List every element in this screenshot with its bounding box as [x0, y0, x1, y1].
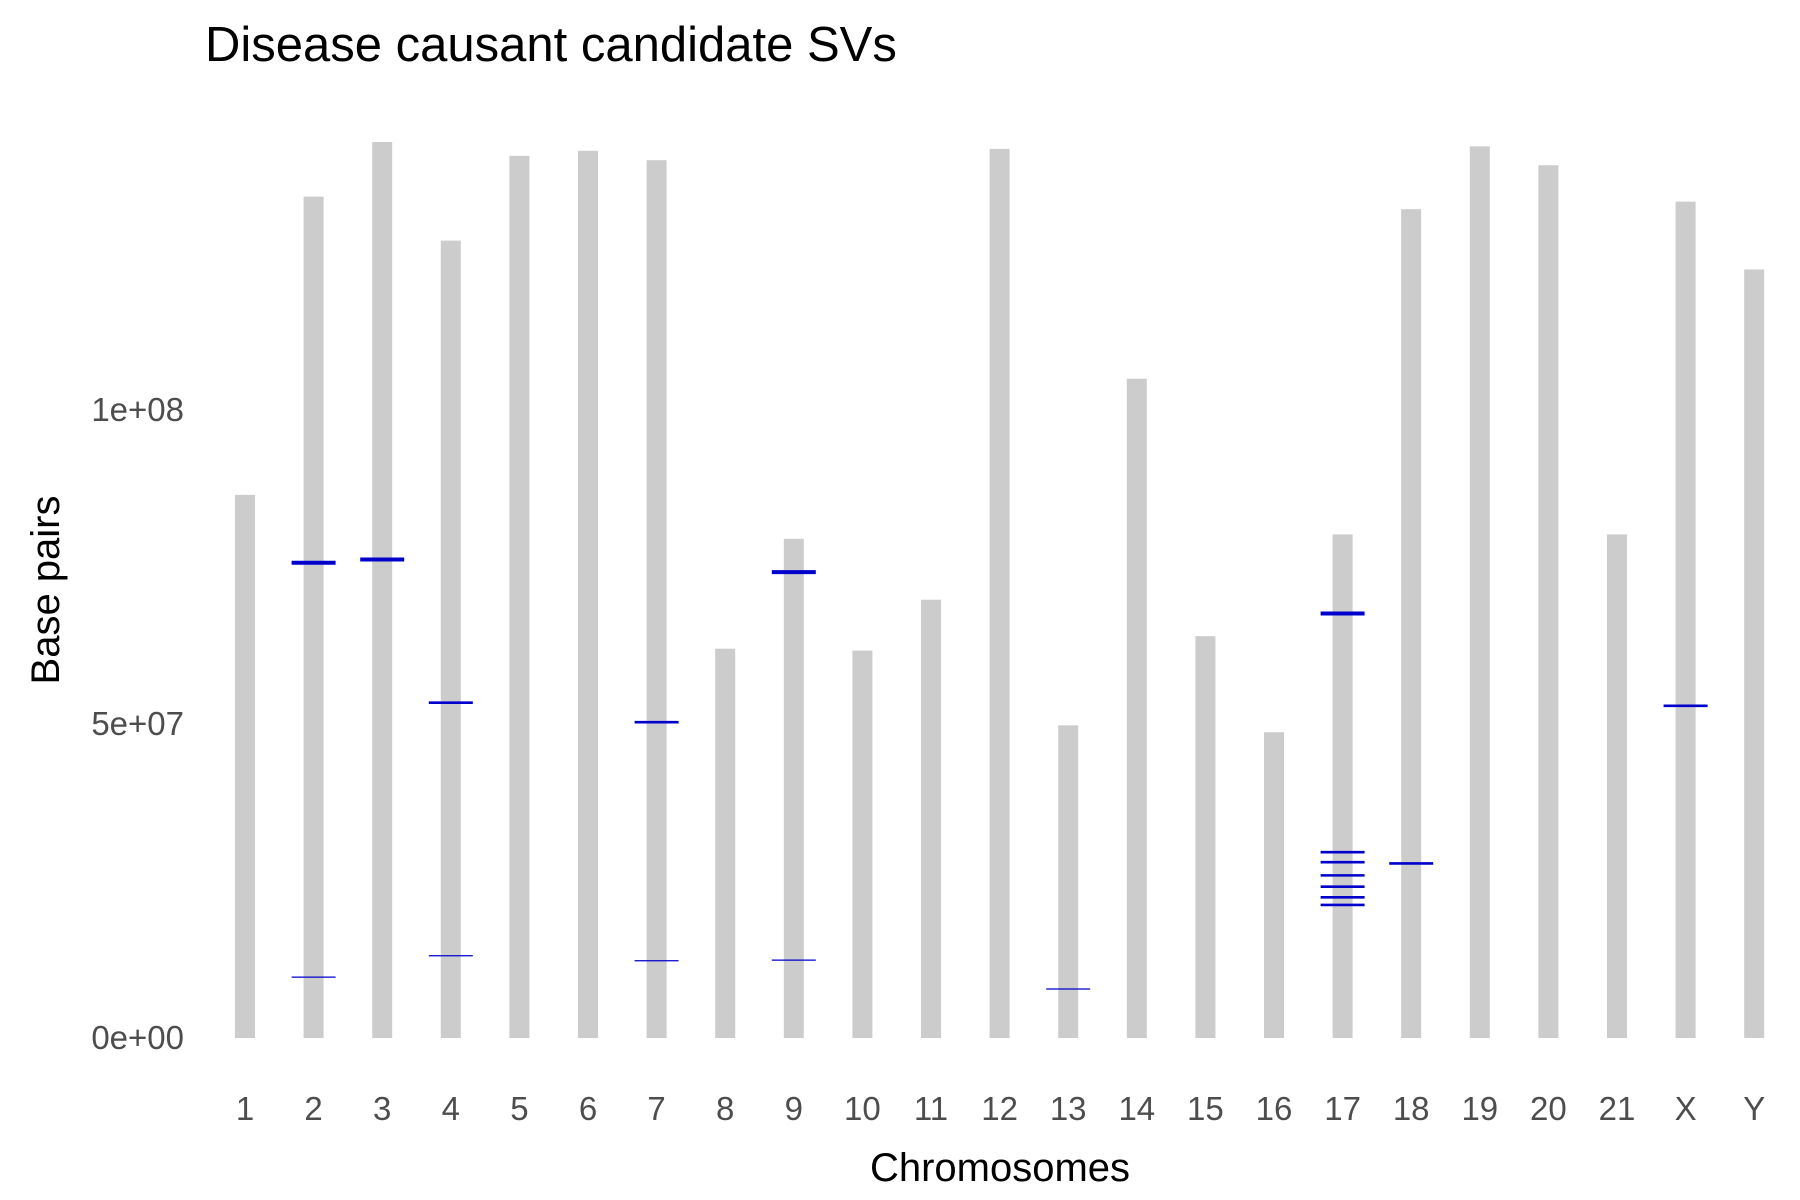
chart-title: Disease causant candidate SVs	[205, 18, 897, 72]
x-tick-label-8: 8	[716, 1090, 734, 1127]
chromosome-bar-1	[235, 494, 255, 1038]
chromosome-bar-20	[1538, 165, 1559, 1039]
x-tick-label-5: 5	[510, 1090, 528, 1127]
chromosome-bar-14	[1126, 378, 1147, 1039]
x-tick-label-7: 7	[647, 1090, 665, 1127]
chromosome-bar-12	[989, 148, 1010, 1038]
x-tick-label-10: 10	[844, 1090, 881, 1127]
chromosome-bar-13	[1058, 725, 1079, 1038]
x-tick-label-4: 4	[442, 1090, 460, 1127]
y-axis-title: Base pairs	[24, 496, 68, 685]
x-tick-label-11: 11	[914, 1090, 948, 1127]
sv-markers-layer	[291, 557, 1708, 990]
chromosome-bar-11	[921, 599, 941, 1038]
x-tick-label-1: 1	[236, 1090, 254, 1127]
x-tick-label-15: 15	[1187, 1090, 1224, 1127]
x-axis-title: Chromosomes	[870, 1146, 1130, 1190]
chromosome-bar-6	[578, 150, 598, 1039]
chromosome-bar-2	[303, 196, 324, 1038]
x-tick-label-12: 12	[981, 1090, 1018, 1127]
x-tick-label-18: 18	[1393, 1090, 1430, 1127]
x-tick-label-21: 21	[1599, 1090, 1636, 1127]
x-tick-label-16: 16	[1256, 1090, 1293, 1127]
chromosome-bar-3	[372, 142, 393, 1038]
chromosome-bar-18	[1401, 209, 1422, 1038]
bars-layer	[235, 142, 1765, 1039]
x-tick-label-Y: Y	[1743, 1090, 1765, 1127]
chromosome-bar-10	[852, 650, 873, 1038]
chromosome-bar-8	[715, 648, 736, 1038]
x-tick-label-X: X	[1675, 1090, 1697, 1127]
x-tick-label-19: 19	[1461, 1090, 1498, 1127]
chromosome-bar-21	[1607, 534, 1627, 1038]
y-tick-label: 5e+07	[91, 705, 184, 742]
x-tick-label-20: 20	[1530, 1090, 1567, 1127]
chromosome-bar-X	[1675, 201, 1696, 1038]
x-tick-label-13: 13	[1050, 1090, 1087, 1127]
x-tick-label-14: 14	[1118, 1090, 1155, 1127]
x-tick-label-6: 6	[579, 1090, 597, 1127]
chromosome-bar-9	[783, 538, 804, 1038]
x-axis-ticks: 1 2 3 4 5 6 7 8 9 10 11 12 13 14 15 16 17 18 19 20 21 X Y	[236, 1090, 1765, 1127]
chromosome-bar-19	[1469, 146, 1490, 1038]
chromosome-bar-5	[509, 155, 530, 1038]
chromosome-bar-16	[1264, 732, 1284, 1038]
x-tick-label-3: 3	[373, 1090, 391, 1127]
chromosome-bar-15	[1195, 636, 1216, 1038]
chromosome-bar-Y	[1744, 269, 1765, 1039]
y-tick-label: 0e+00	[91, 1019, 184, 1056]
chromosome-bar-17	[1332, 534, 1353, 1038]
x-tick-label-17: 17	[1324, 1090, 1361, 1127]
x-tick-label-2: 2	[304, 1090, 322, 1127]
chromosome-bar-4	[440, 240, 461, 1038]
y-tick-label: 1e+08	[91, 391, 184, 428]
chromosome-bar-7	[646, 160, 667, 1038]
y-axis-ticks: 0e+00 5e+07 1e+08	[91, 391, 184, 1056]
x-tick-label-9: 9	[785, 1090, 803, 1127]
